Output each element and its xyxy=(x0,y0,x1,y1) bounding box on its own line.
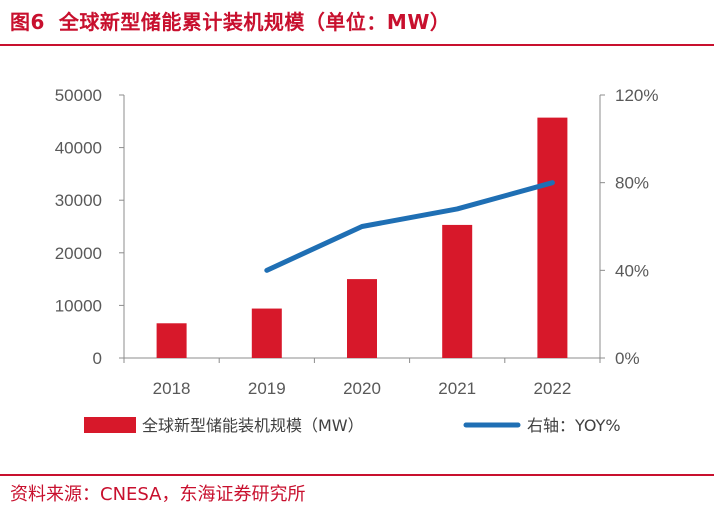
bar-series xyxy=(156,117,568,358)
figure-label: 图6 xyxy=(10,10,45,34)
x-tick-label: 2019 xyxy=(248,379,286,398)
legend-label-bar: 全球新型储能装机规模（MW） xyxy=(142,416,364,435)
legend-swatch-bar xyxy=(84,417,136,433)
left-tick-label: 50000 xyxy=(55,86,102,105)
x-tick-label: 2021 xyxy=(438,379,476,398)
left-tick-label: 30000 xyxy=(55,191,102,210)
x-tick-label: 2020 xyxy=(343,379,381,398)
legend: 全球新型储能装机规模（MW） 右轴：YOY% xyxy=(84,416,621,435)
left-tick-label: 10000 xyxy=(55,296,102,315)
yoy-line xyxy=(264,180,555,273)
source-divider xyxy=(0,474,714,476)
x-tick-label: 2022 xyxy=(533,379,571,398)
bar-2018 xyxy=(156,323,187,358)
left-tick-label: 0 xyxy=(93,349,102,368)
bar-2020 xyxy=(347,279,377,358)
x-tick-label: 2018 xyxy=(153,379,191,398)
legend-label-line: 右轴：YOY% xyxy=(527,416,621,435)
title-divider xyxy=(0,44,714,46)
bar-2022 xyxy=(537,117,568,358)
left-tick-label: 40000 xyxy=(55,139,102,158)
right-tick-label: 0% xyxy=(615,349,640,368)
right-tick-label: 120% xyxy=(615,86,658,105)
right-tick-label: 40% xyxy=(615,261,649,280)
chart: 0 10000 20000 30000 40000 50000 0% 40% 80% 120% 20… xyxy=(55,86,659,435)
line-series xyxy=(264,180,555,273)
bar-2021 xyxy=(442,224,473,358)
left-tick-label: 20000 xyxy=(55,244,102,263)
tick-labels: 0 10000 20000 30000 40000 50000 0% 40% 80% 120% 20… xyxy=(55,86,659,398)
figure-title: 全球新型储能累计装机规模（单位：MW） xyxy=(58,10,451,34)
chart-title: 图6 全球新型储能累计装机规模（单位：MW） xyxy=(10,6,450,35)
right-tick-label: 80% xyxy=(615,174,649,193)
source-note: 资料来源：CNESA，东海证券研究所 xyxy=(10,484,306,505)
bar-2019 xyxy=(251,308,282,358)
